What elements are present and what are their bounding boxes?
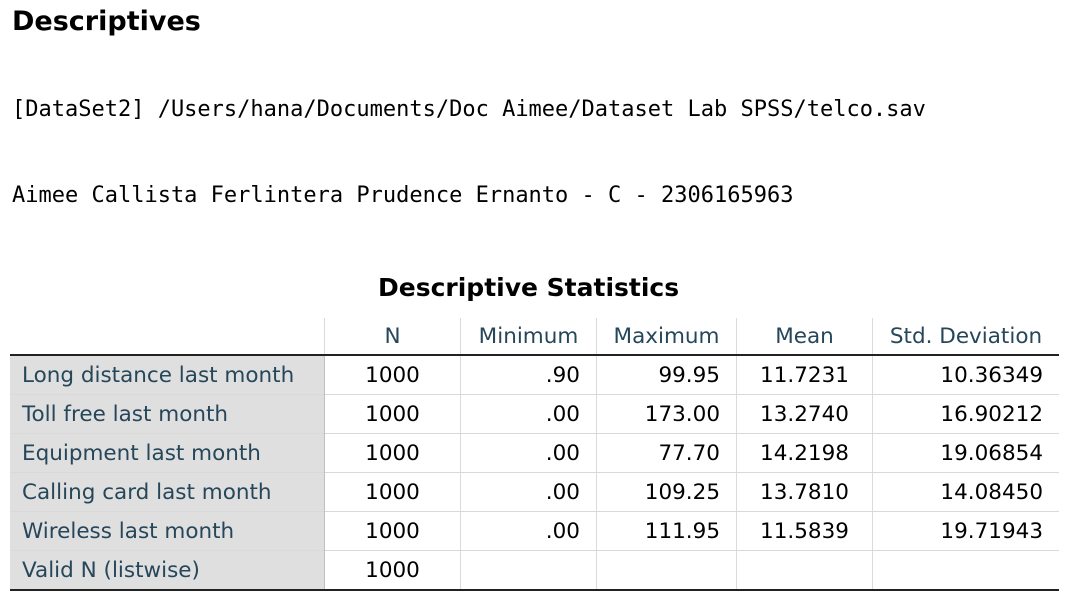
row-label: Toll free last month: [10, 394, 325, 434]
cell-maximum: 99.95: [596, 355, 737, 395]
cell-maximum: 173.00: [596, 394, 737, 434]
table-row: Calling card last month 1000 .00 109.25 …: [10, 472, 1059, 512]
dataset-path: [DataSet2] /Users/hana/Documents/Doc Aim…: [12, 97, 926, 122]
cell-n: 1000: [324, 550, 461, 590]
cell-n: 1000: [324, 472, 461, 512]
cell-minimum: [460, 550, 597, 590]
table-row: Toll free last month 1000 .00 173.00 13.…: [10, 394, 1059, 434]
cell-minimum: .00: [460, 511, 597, 551]
header-row: N Minimum Maximum Mean Std. Deviation: [10, 318, 1059, 356]
cell-maximum: 77.70: [596, 433, 737, 473]
column-header-std-deviation: Std. Deviation: [872, 318, 1059, 356]
cell-std-deviation: [872, 550, 1059, 590]
cell-mean: 11.7231: [736, 355, 873, 395]
row-label: Valid N (listwise): [10, 550, 325, 590]
cell-std-deviation: 14.08450: [872, 472, 1059, 512]
column-header-maximum: Maximum: [596, 318, 737, 356]
cell-minimum: .00: [460, 394, 597, 434]
cell-mean: 13.2740: [736, 394, 873, 434]
cell-n: 1000: [324, 394, 461, 434]
table-row: Wireless last month 1000 .00 111.95 11.5…: [10, 511, 1059, 551]
cell-n: 1000: [324, 433, 461, 473]
table-row: Valid N (listwise) 1000: [10, 550, 1059, 590]
cell-std-deviation: 10.36349: [872, 355, 1059, 395]
column-header-mean: Mean: [736, 318, 873, 356]
table-title: Descriptive Statistics: [378, 273, 680, 302]
cell-maximum: [596, 550, 737, 590]
cell-minimum: .00: [460, 433, 597, 473]
section-heading: Descriptives: [12, 6, 201, 37]
corner-cell: [10, 318, 325, 356]
row-label: Long distance last month: [10, 355, 325, 395]
cell-mean: 14.2198: [736, 433, 873, 473]
table-row: Long distance last month 1000 .90 99.95 …: [10, 355, 1059, 395]
cell-std-deviation: 19.06854: [872, 433, 1059, 473]
cell-n: 1000: [324, 511, 461, 551]
column-header-minimum: Minimum: [460, 318, 597, 356]
cell-n: 1000: [324, 355, 461, 395]
cell-maximum: 111.95: [596, 511, 737, 551]
cell-minimum: .90: [460, 355, 597, 395]
author-line: Aimee Callista Ferlintera Prudence Ernan…: [12, 183, 794, 208]
row-label: Equipment last month: [10, 433, 325, 473]
cell-std-deviation: 16.90212: [872, 394, 1059, 434]
cell-std-deviation: 19.71943: [872, 511, 1059, 551]
row-label: Wireless last month: [10, 511, 325, 551]
cell-mean: 11.5839: [736, 511, 873, 551]
cell-minimum: .00: [460, 472, 597, 512]
table-row: Equipment last month 1000 .00 77.70 14.2…: [10, 433, 1059, 473]
column-header-n: N: [324, 318, 461, 356]
cell-mean: 13.7810: [736, 472, 873, 512]
cell-maximum: 109.25: [596, 472, 737, 512]
row-label: Calling card last month: [10, 472, 325, 512]
cell-mean: [736, 550, 873, 590]
descriptive-statistics-table: N Minimum Maximum Mean Std. Deviation Lo…: [10, 318, 1059, 591]
